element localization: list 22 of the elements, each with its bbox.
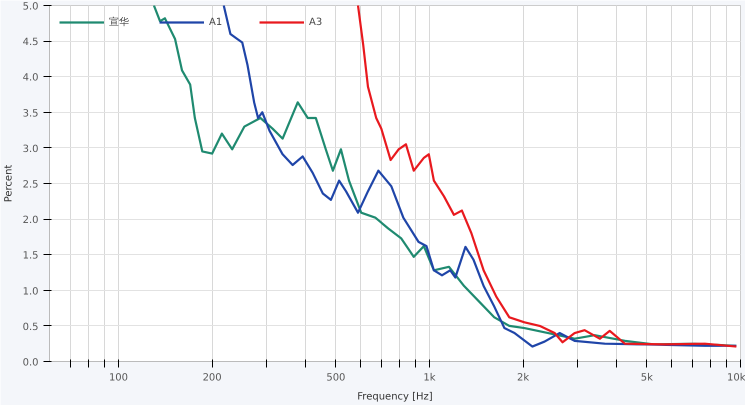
x-tick-label: 5k [640,372,654,384]
y-tick-label: 5.0 [22,2,39,12]
y-tick-label: 0.5 [22,322,39,333]
y-tick-label: 3.0 [22,144,39,155]
y-tick-label: 1.5 [22,250,39,262]
x-tick-label: 500 [326,372,346,384]
legend-label: A1 [209,16,224,28]
x-tick-label: 200 [202,372,222,384]
y-tick-label: 0.0 [22,358,39,368]
x-axis-title: Frequency [Hz] [357,392,433,402]
y-tick-label: 2.0 [22,215,39,226]
x-tick-label: 100 [108,372,128,384]
y-tick-label: 2.5 [22,180,39,190]
legend-label: 宣华 [109,16,129,29]
y-tick-label: 1.0 [22,286,39,298]
y-tick-label: 4.0 [22,72,39,84]
y-axis-title: Percent [4,164,15,202]
x-tick-label: 2k [517,372,530,384]
x-tick-label: 1k [423,372,436,384]
y-tick-label: 3.5 [22,108,39,120]
legend-label: A3 [309,16,324,28]
y-tick-label: 4.5 [22,37,39,48]
